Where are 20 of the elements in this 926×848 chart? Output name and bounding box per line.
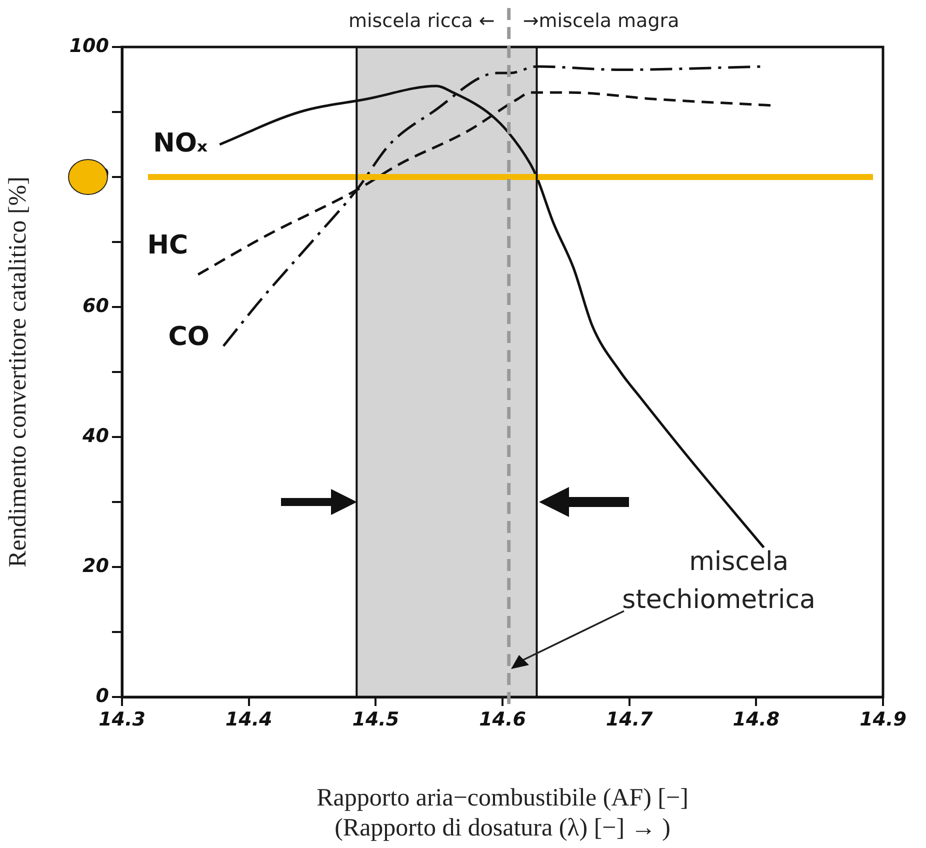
y-tick-label: 60 bbox=[82, 294, 109, 317]
text: miscela ricca ← bbox=[348, 10, 495, 32]
series-label: HC bbox=[147, 230, 188, 260]
x-tick-label: 14.5 bbox=[352, 708, 400, 730]
x-tick-label: 14.6 bbox=[479, 708, 526, 730]
series-label: CO bbox=[168, 322, 210, 352]
x-tick-label: 14.7 bbox=[606, 708, 654, 730]
y-axis-title: Rendimento convertitore catalitico [%] bbox=[4, 176, 32, 568]
x-tick-label: 14.4 bbox=[225, 708, 272, 730]
series-label: NOₓ bbox=[153, 128, 208, 158]
annotation: miscela stechiometrica bbox=[622, 546, 816, 615]
y-tick-label: 0 bbox=[96, 684, 109, 707]
y-tick-label: 100 bbox=[69, 34, 109, 57]
text: →miscela magra bbox=[522, 10, 680, 32]
y-tick-label: 40 bbox=[82, 424, 109, 447]
y-tick-label: 20 bbox=[82, 554, 109, 577]
x-axis-title: Rapporto aria−combustibile (AF) [−] (Rapporto di dosatura (λ) [−] → ) bbox=[316, 784, 688, 842]
x-tick-label: 14.9 bbox=[860, 708, 906, 730]
x-tick-label: 14.3 bbox=[98, 708, 146, 730]
x-tick-label: 14.8 bbox=[732, 708, 780, 730]
